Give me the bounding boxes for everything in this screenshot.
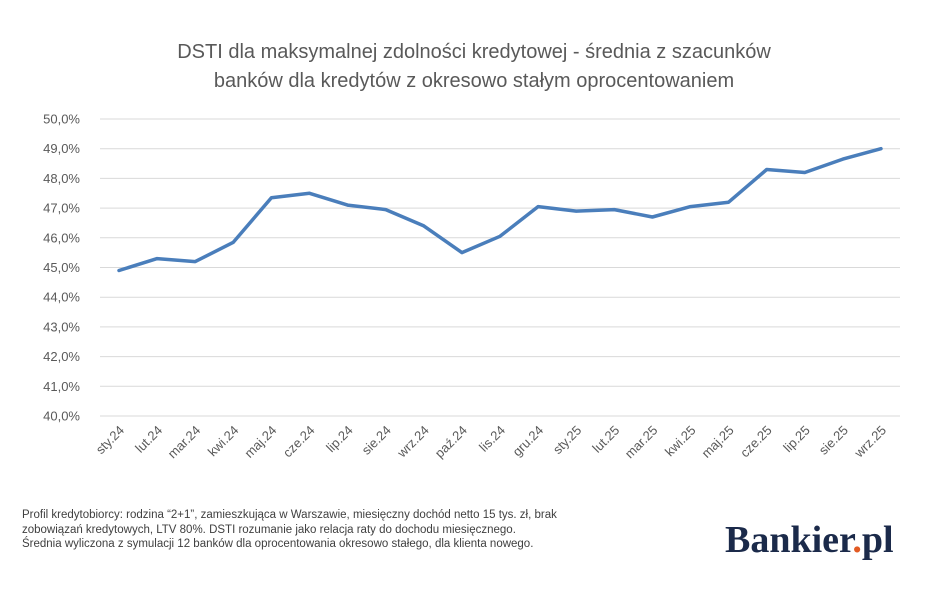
data-point xyxy=(574,209,578,213)
y-tick-label: 40,0% xyxy=(43,409,80,424)
bankier-logo: Bankier.pl xyxy=(725,518,894,562)
x-tick-label: sie.25 xyxy=(816,423,851,458)
data-point xyxy=(841,157,845,161)
x-tick-label: lip.24 xyxy=(323,423,356,456)
data-point xyxy=(460,251,464,255)
grid-lines xyxy=(100,118,900,417)
data-point xyxy=(612,208,616,212)
x-tick-label: kwi.24 xyxy=(205,423,242,460)
data-point xyxy=(688,205,692,209)
x-tick-label: wrz.25 xyxy=(851,423,889,461)
y-tick-label: 47,0% xyxy=(43,201,80,216)
x-tick-label: wrz.24 xyxy=(394,423,432,461)
x-tick-label: paź.24 xyxy=(432,423,470,461)
x-axis-tick-labels: sty.24 lut.24 mar.24 kwi.24 maj.24 cze.24 lip.… xyxy=(93,423,889,462)
data-point xyxy=(536,205,540,209)
data-point xyxy=(498,234,502,238)
y-axis-tick-labels: 40,0% 41,0% 42,0% 43,0% 44,0% 45,0% 46,0% 47,0%… xyxy=(43,112,80,424)
data-point xyxy=(346,203,350,207)
y-tick-label: 48,0% xyxy=(43,171,80,186)
x-tick-label: lut.25 xyxy=(589,423,622,456)
x-tick-label: lip.25 xyxy=(780,423,813,456)
line-chart: 40,0% 41,0% 42,0% 43,0% 44,0% 45,0% 46,0% 47,0%… xyxy=(43,112,900,462)
y-tick-label: 50,0% xyxy=(43,112,80,127)
y-tick-label: 45,0% xyxy=(43,260,80,275)
x-tick-label: cze.25 xyxy=(737,423,775,461)
x-tick-label: maj.24 xyxy=(241,423,279,461)
x-tick-label: sie.24 xyxy=(359,423,394,458)
y-tick-label: 49,0% xyxy=(43,141,80,156)
data-point xyxy=(193,260,197,264)
y-tick-label: 42,0% xyxy=(43,349,80,364)
x-tick-label: sty.24 xyxy=(93,423,127,457)
data-point xyxy=(765,167,769,171)
logo-dot: . xyxy=(852,519,862,561)
x-tick-label: maj.25 xyxy=(698,423,736,461)
data-point xyxy=(117,268,121,272)
x-tick-label: sty.25 xyxy=(550,423,584,457)
y-tick-label: 46,0% xyxy=(43,230,80,245)
chart-title-line-1: DSTI dla maksymalnej zdolności kredytowe… xyxy=(177,41,771,63)
data-point xyxy=(269,196,273,200)
footnote: Profil kredytobiorcy: rodzina “2+1”, zam… xyxy=(22,508,557,552)
series-line xyxy=(117,146,883,273)
x-tick-label: gru.24 xyxy=(510,423,547,460)
chart-title: DSTI dla maksymalnej zdolności kredytowe… xyxy=(0,38,948,96)
x-tick-label: cze.24 xyxy=(280,423,318,461)
chart-title-line-2: banków dla kredytów z okresowo stałym op… xyxy=(213,70,735,92)
data-point xyxy=(384,208,388,212)
y-tick-label: 43,0% xyxy=(43,319,80,334)
data-point xyxy=(803,170,807,174)
footnote-line-1: Profil kredytobiorcy: rodzina “2+1”, zam… xyxy=(22,509,557,521)
data-point xyxy=(727,200,731,204)
x-tick-label: mar.25 xyxy=(622,423,661,462)
footnote-line-3: Średnia wyliczona z symulacji 12 banków … xyxy=(22,538,534,550)
y-tick-label: 41,0% xyxy=(43,379,80,394)
data-point xyxy=(308,191,312,195)
footnote-line-2: zobowiązań kredytowych, LTV 80%. DSTI ro… xyxy=(22,523,516,536)
data-point xyxy=(422,224,426,228)
data-point xyxy=(879,147,883,151)
x-tick-label: kwi.25 xyxy=(662,423,699,460)
series-layer xyxy=(117,146,883,273)
y-tick-label: 44,0% xyxy=(43,290,80,305)
x-tick-label: lut.24 xyxy=(132,423,165,456)
logo-text: Bankier xyxy=(725,519,853,561)
data-point xyxy=(650,215,654,219)
data-point xyxy=(155,257,159,261)
x-tick-label: mar.24 xyxy=(165,423,204,462)
logo-suffix: pl xyxy=(861,519,894,561)
data-point xyxy=(231,240,235,244)
x-tick-label: lis.24 xyxy=(476,423,508,455)
